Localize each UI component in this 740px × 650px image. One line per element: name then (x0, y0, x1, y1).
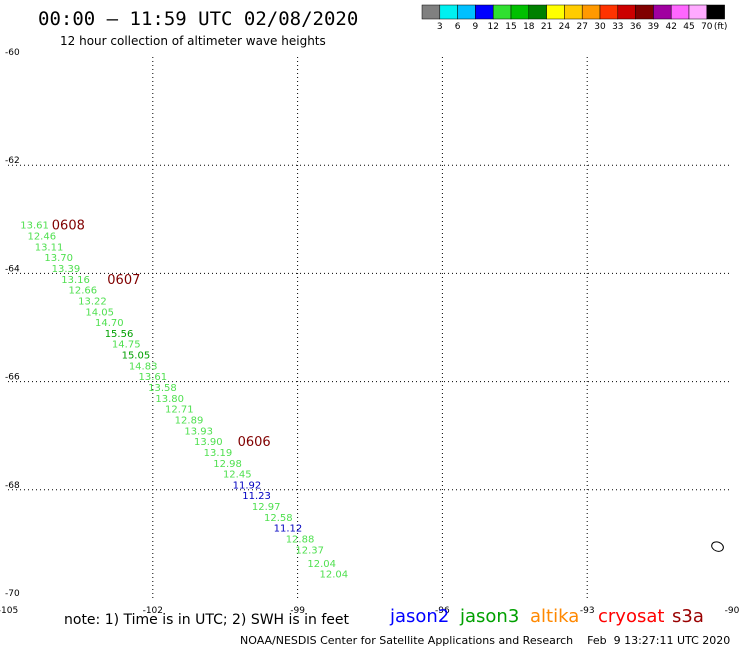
x-tick-label: -90 (725, 606, 740, 616)
data-point-label: 11.12 (274, 524, 303, 535)
data-point-label: 13.58 (148, 383, 177, 394)
colorbar-tick-label: 33 (612, 22, 623, 32)
colorbar-tick-label: 21 (541, 22, 552, 32)
colorbar-swatch (510, 4, 530, 20)
colorbar-tick-label: 27 (576, 22, 587, 32)
data-point-label: 14.70 (95, 318, 124, 329)
data-point-label: 12.45 (223, 470, 252, 481)
y-tick-label: -66 (5, 373, 20, 383)
footnote: note: 1) Time is in UTC; 2) SWH is in fe… (64, 612, 350, 628)
colorbar-tick-label: 15 (505, 22, 516, 32)
time-label: 0606 (238, 435, 271, 450)
colorbar-swatch (617, 4, 636, 20)
colorbar-swatch (670, 4, 690, 20)
page-subtitle: 12 hour collection of altimeter wave hei… (60, 34, 326, 48)
colorbar-swatch (475, 4, 494, 20)
legend-jason3: jason3 (460, 606, 520, 627)
legend-altika: altika (530, 606, 580, 627)
page-title: 00:00 – 11:59 UTC 02/08/2020 (38, 8, 359, 30)
colorbar-swatch (457, 4, 476, 20)
colorbar-tick-label: 45 (683, 22, 694, 32)
data-point-label: 13.61 (138, 372, 167, 383)
data-point-label: 12.89 (175, 415, 204, 426)
data-point-label: 12.88 (286, 534, 315, 545)
y-tick-label: -70 (5, 589, 20, 599)
colorbar-swatch (492, 4, 512, 20)
data-point-label: 12.04 (319, 570, 348, 581)
colorbar-unit: (ft) (714, 22, 728, 32)
colorbar-tick-label: 3 (437, 22, 443, 32)
y-tick-label: -62 (5, 156, 20, 166)
x-tick-label: -96 (435, 606, 450, 616)
colorbar-swatch (599, 4, 619, 20)
colorbar-tick-label: 9 (473, 22, 479, 32)
data-point-label: 13.70 (44, 253, 73, 264)
time-label: 0607 (107, 273, 140, 288)
colorbar-tick-label: 24 (559, 22, 571, 32)
data-point-label: 14.75 (112, 340, 141, 351)
data-point-label: 11.92 (233, 480, 262, 491)
colorbar-swatch (546, 4, 565, 20)
colorbar-tick-label: 12 (487, 22, 498, 32)
colorbar-tick-label: 36 (630, 22, 642, 32)
data-point-label: 12.97 (252, 502, 281, 513)
data-point-label: 12.46 (27, 232, 56, 243)
data-point-label: 12.98 (213, 459, 242, 470)
colorbar-swatch (421, 4, 441, 20)
data-point-label: 11.23 (242, 491, 271, 502)
data-point-label: 13.39 (52, 264, 81, 275)
y-tick-label: -60 (5, 48, 20, 58)
colorbar-swatch (688, 4, 708, 20)
data-point-label: 13.93 (184, 426, 213, 437)
colorbar-swatch (653, 4, 672, 20)
data-point-label: 14.83 (129, 361, 158, 372)
colorbar-swatch (564, 4, 583, 20)
x-tick-label: -105 (0, 606, 18, 616)
data-point-label: 13.90 (194, 437, 223, 448)
data-point-label: 13.19 (204, 448, 233, 459)
data-point-label: 13.61 (20, 221, 49, 232)
data-point-label: 12.04 (307, 559, 336, 570)
colorbar-swatch (581, 4, 601, 20)
legend-s3a: s3a (672, 606, 704, 627)
y-tick-label: -64 (5, 264, 20, 274)
data-point-label: 15.56 (105, 329, 134, 340)
data-point-label: 15.05 (122, 351, 151, 362)
credit-line: NOAA/NESDIS Center for Satellite Applica… (240, 634, 731, 647)
data-point-label: 12.37 (295, 545, 324, 556)
data-point-label: 12.58 (264, 513, 293, 524)
colorbar-swatch (706, 4, 725, 20)
colorbar-tick-label: 18 (523, 22, 535, 32)
colorbar-swatch (528, 4, 547, 20)
colorbar-tick-label: 70 (701, 22, 713, 32)
time-label: 0608 (52, 219, 85, 234)
island-outline (711, 541, 724, 552)
colorbar-tick-label: 42 (665, 22, 676, 32)
colorbar-tick-label: 30 (594, 22, 606, 32)
data-point-label: 13.11 (35, 242, 64, 253)
x-tick-label: -99 (290, 606, 305, 616)
data-point-label: 13.16 (61, 275, 90, 286)
data-point-label: 12.66 (68, 286, 97, 297)
data-point-label: 12.71 (165, 405, 194, 416)
legend-jason2: jason2 (390, 606, 450, 627)
colorbar-swatch (635, 4, 654, 20)
data-point-label: 13.22 (78, 296, 107, 307)
data-point-label: 14.05 (85, 307, 114, 318)
legend-cryosat: cryosat (598, 606, 665, 627)
x-tick-label: -102 (143, 606, 163, 616)
data-point-label: 13.80 (155, 394, 184, 405)
x-tick-label: -93 (580, 606, 595, 616)
colorbar-tick-label: 39 (648, 22, 660, 32)
colorbar-swatch (439, 4, 458, 20)
y-tick-label: -68 (5, 481, 20, 491)
colorbar-tick-label: 6 (455, 22, 461, 32)
